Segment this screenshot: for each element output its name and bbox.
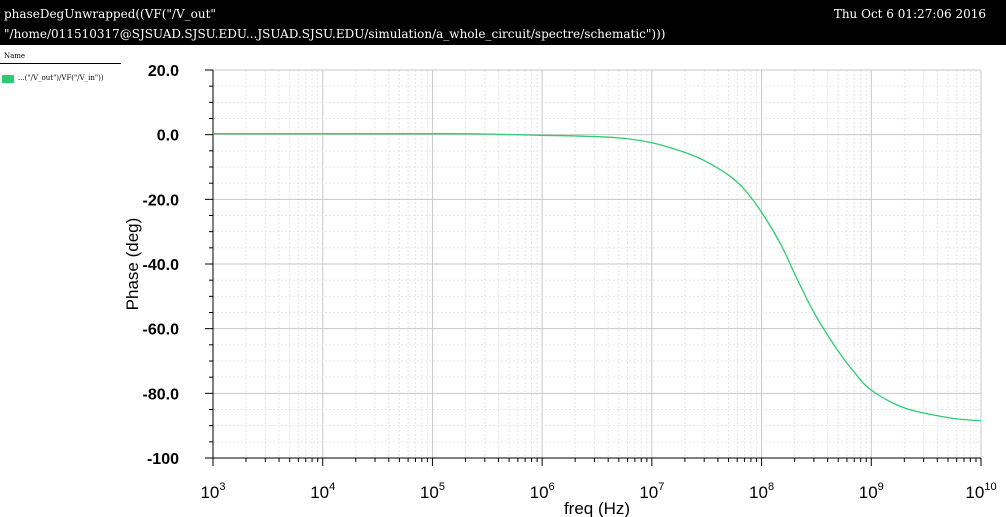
x-tick-label: 106 [530,481,555,502]
plot-expression-line2: "/home/011510317@SJSUAD.SJSU.EDU...JSUAD… [4,27,666,41]
x-axis-label: freq (Hz) [564,499,630,517]
x-tick-label: 104 [310,481,335,502]
y-tick-label: -40.0 [143,257,180,274]
x-tick-label: 1010 [965,481,996,502]
series-group [212,133,982,422]
y-tick-label: -80.0 [143,386,180,403]
plot-area[interactable]: 20.00.0-20.0-40.0-60.0-80.0-100 103 104 10… [0,45,1006,517]
legend-entry-label: ...("/V_out")/VF("/V_in")) [18,74,104,82]
y-axis: 20.0 0.0 -20.0 -40.0 -60.0 -80.0 -100 [143,63,213,468]
x-tick-label: 109 [859,481,884,502]
x-tick-label: 107 [639,481,664,502]
grid [212,69,982,459]
legend-divider [0,63,121,64]
y-tick-label: 20.0 [148,63,179,80]
plot-expression-line1: phaseDegUnwrapped((VF("/V_out" [4,7,216,21]
timestamp: Thu Oct 6 01:27:06 2016 [833,7,986,21]
x-tick-label: 108 [749,481,774,502]
x-tick-label: 103 [200,481,225,502]
series-line [212,133,982,422]
legend-header: Name [4,52,26,60]
y-tick-label: 0.0 [157,128,179,145]
y-tick-label: -20.0 [143,192,180,209]
y-tick-label: -60.0 [143,322,180,339]
y-axis-label: Phase (deg) [123,218,142,311]
x-axis: 103 104 105 106 107 108 109 1010 [200,458,997,502]
y-tick-label: -100 [147,451,179,468]
x-tick-label: 105 [420,481,445,502]
legend-swatch [2,75,14,83]
title-bar: phaseDegUnwrapped((VF("/V_out" "/home/01… [0,0,1006,45]
